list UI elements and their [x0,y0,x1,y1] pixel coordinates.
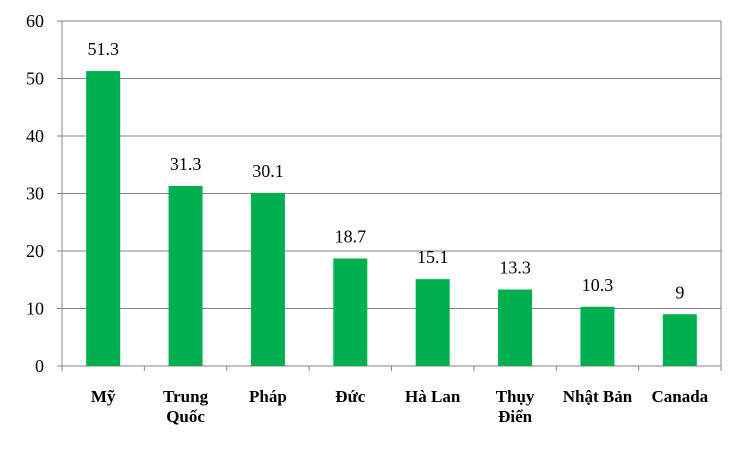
axes [57,20,722,371]
y-tick-label: 0 [35,356,44,376]
category-label: Đức [335,387,365,406]
category-label: Điển [498,407,533,426]
bar [662,314,697,366]
category-label: Thụy [496,387,535,406]
bar [498,289,533,366]
bar [86,71,121,367]
y-tick-label: 60 [26,11,44,31]
data-label: 30.1 [252,161,284,181]
bars [86,71,697,367]
data-label: 15.1 [417,247,449,267]
data-label: 10.3 [582,275,614,295]
category-label: Canada [651,387,708,406]
bar [580,306,615,366]
data-label: 31.3 [170,154,202,174]
data-label: 13.3 [499,258,531,278]
gridlines [62,20,722,366]
bar [250,192,285,366]
category-label: Mỹ [91,387,116,406]
category-label: Trung [163,387,209,406]
category-label: Pháp [249,387,287,406]
bar [168,186,203,366]
y-tick-label: 10 [26,299,44,319]
category-label: Nhật Bản [563,387,633,406]
data-label: 51.3 [87,39,119,59]
y-tick-label: 30 [26,184,44,204]
bar [415,279,450,366]
category-label: Quốc [166,407,205,426]
data-label: 18.7 [335,226,367,246]
y-tick-label: 40 [26,126,44,146]
bar [333,258,368,366]
y-tick-label: 50 [26,69,44,89]
y-tick-label: 20 [26,241,44,261]
data-label: 9 [675,282,684,302]
category-label: Hà Lan [405,387,461,406]
